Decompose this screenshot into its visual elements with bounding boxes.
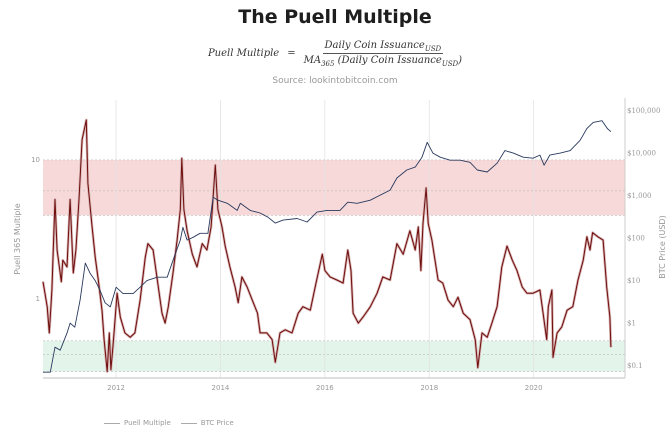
right-tick-label: $100: [627, 235, 645, 243]
legend-item-btc[interactable]: BTC Price: [180, 419, 234, 427]
numerator-text: Daily Coin Issuance: [324, 40, 425, 51]
formula-numerator: Daily Coin IssuanceUSD: [322, 40, 444, 54]
legend-swatch: [104, 422, 120, 424]
btc-price-line: [43, 120, 612, 373]
formula-fraction: Daily Coin IssuanceUSD MA365 (Daily Coin…: [303, 40, 463, 68]
denominator-prefix: MA: [303, 55, 322, 66]
denominator-suffix: ): [458, 55, 463, 66]
chart-title: The Puell Multiple: [238, 6, 432, 28]
x-tick-label: 2020: [525, 384, 543, 392]
threshold-band-1: [43, 340, 625, 372]
chart-source: Source: lookintobitcoin.com: [272, 76, 398, 86]
denominator-text: (Daily Coin Issuance: [334, 55, 442, 66]
legend-label: BTC Price: [200, 419, 234, 427]
denominator-sub: USD: [441, 60, 459, 68]
left-axis-title: Puell 365 Multiple: [13, 203, 22, 274]
x-tick-label: 2012: [107, 384, 125, 392]
x-tick-label: 2018: [420, 384, 438, 392]
numerator-sub: USD: [424, 45, 442, 53]
x-tick-label: 2016: [316, 384, 334, 392]
legend-label: Puell Multiple: [124, 419, 171, 427]
puell-multiple-line: [42, 119, 612, 373]
left-tick-label: 10: [31, 156, 40, 164]
legend-item-puell[interactable]: Puell Multiple: [104, 419, 171, 427]
left-tick-label: 1: [36, 295, 40, 303]
legend: Puell Multiple BTC Price: [104, 419, 234, 427]
x-tick-label: 2014: [212, 384, 230, 392]
right-tick-label: $0.1: [627, 362, 643, 370]
denominator-prefix-sub: 365: [321, 60, 335, 68]
right-tick-label: $100,000: [627, 107, 660, 115]
right-tick-label: $1: [627, 320, 636, 328]
puell-formula: Puell Multiple = Daily Coin IssuanceUSD …: [0, 40, 670, 68]
right-tick-label: $10: [627, 277, 640, 285]
legend-swatch: [180, 422, 197, 424]
formula-equals: =: [287, 48, 296, 59]
right-tick-label: $10,000: [627, 150, 656, 158]
right-axis-title: BTC Price (USD): [658, 215, 667, 278]
formula-lhs: Puell Multiple: [207, 48, 280, 59]
formula-denominator: MA365 (Daily Coin IssuanceUSD): [303, 54, 463, 68]
right-tick-label: $1,000: [627, 192, 652, 200]
threshold-band-0: [43, 159, 625, 216]
